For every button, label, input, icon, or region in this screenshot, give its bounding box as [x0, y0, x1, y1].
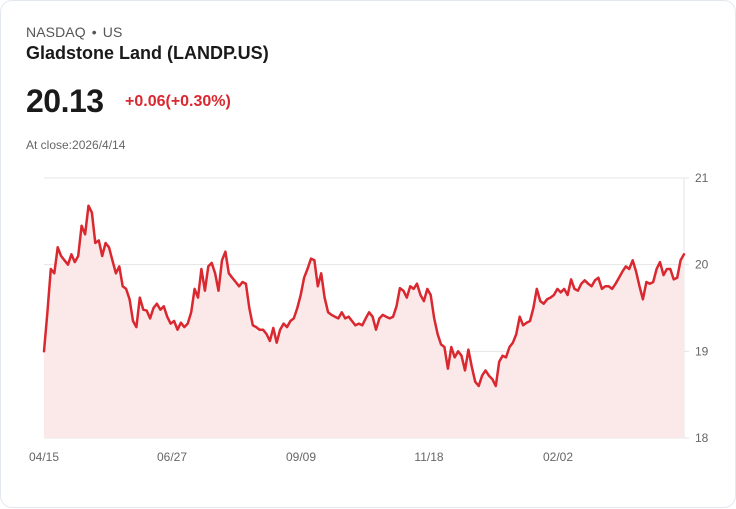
x-axis: 04/15 06/27 09/09 11/18 02/02: [29, 450, 573, 464]
exchange-name: NASDAQ: [26, 24, 86, 40]
exchange-line: NASDAQ • US: [26, 24, 122, 40]
close-date: At close:2026/4/14: [26, 138, 126, 152]
x-tick-label: 11/18: [414, 450, 443, 464]
y-tick-label: 19: [695, 344, 709, 358]
y-axis: 21 20 19 18: [695, 171, 709, 445]
x-tick-label: 04/15: [29, 450, 59, 464]
y-tick-label: 20: [695, 258, 709, 272]
y-tick-label: 21: [695, 171, 709, 185]
x-tick-label: 06/27: [157, 450, 187, 464]
y-tick-label: 18: [695, 431, 709, 445]
x-tick-label: 02/02: [543, 450, 573, 464]
separator-dot: •: [91, 24, 97, 40]
current-price: 20.13: [26, 83, 104, 119]
price-line: [42, 204, 686, 388]
region: US: [102, 24, 123, 40]
stock-title: Gladstone Land (LANDP.US): [26, 43, 269, 63]
x-tick-label: 09/09: [286, 450, 316, 464]
price-change: +0.06(+0.30%): [125, 93, 231, 110]
